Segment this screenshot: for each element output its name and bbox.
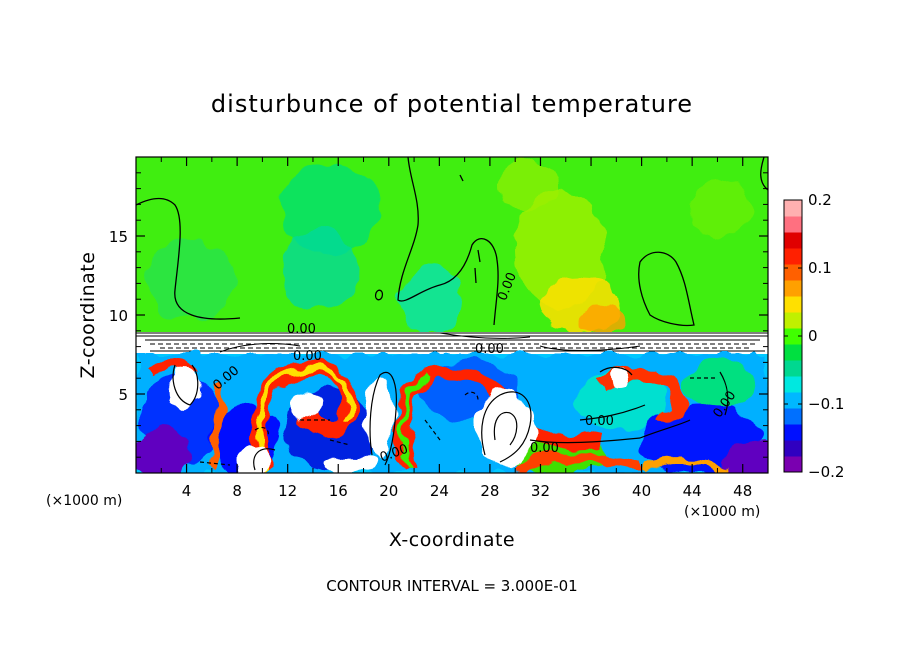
contour-label: 0.00 xyxy=(585,414,614,429)
x-unit-label-right: (×1000 m) xyxy=(684,504,760,520)
colorbar-swatch xyxy=(784,216,802,233)
colorbar-tick-label: −0.1 xyxy=(808,395,844,413)
y-axis: 5 10 15 xyxy=(109,172,768,458)
x-tick-label: 12 xyxy=(278,482,297,500)
colorbar-swatch xyxy=(784,264,802,281)
colorbar: 0.2 0.1 0 −0.1 −0.2 xyxy=(783,191,844,481)
y-tick-label: 10 xyxy=(109,307,128,325)
colorbar-swatch xyxy=(784,376,802,393)
lower-field-structure xyxy=(136,354,768,473)
colorbar-tick-label: 0.1 xyxy=(808,259,832,277)
colorbar-swatch xyxy=(784,232,802,249)
contour-label: 0.00 xyxy=(530,441,559,456)
chart-title: disturbunce of potential temperature xyxy=(211,90,693,118)
x-tick-label: 44 xyxy=(683,482,702,500)
contour-label: 0.00 xyxy=(293,349,322,364)
x-tick-label: 24 xyxy=(430,482,449,500)
inversion-contours xyxy=(136,332,768,353)
colorbar-swatch xyxy=(784,280,802,297)
lower-contours xyxy=(172,364,729,471)
colorbar-swatch xyxy=(784,392,802,409)
colorbar-swatch xyxy=(784,456,802,473)
x-tick-label: 4 xyxy=(182,482,192,500)
colorbar-swatch xyxy=(784,360,802,377)
colorbar-swatch xyxy=(784,200,802,217)
upper-field-structure xyxy=(145,160,750,335)
contour-interval-note: CONTOUR INTERVAL = 3.000E-01 xyxy=(326,577,577,595)
colorbar-swatch xyxy=(784,328,802,345)
upper-contours xyxy=(136,157,768,327)
x-tick-label: 8 xyxy=(232,482,242,500)
colorbar-swatch xyxy=(784,344,802,361)
colorbar-tick-label: −0.2 xyxy=(808,463,844,481)
colorbar-swatch xyxy=(784,440,802,457)
y-tick-label: 5 xyxy=(118,386,128,404)
x-axis: 4 8 12 16 20 24 28 32 36 40 44 48 xyxy=(160,157,752,500)
x-tick-label: 36 xyxy=(581,482,600,500)
colorbar-swatch xyxy=(784,408,802,425)
plot-area: 0.00 0.00 0.00 0.00 0.00 0.00 0.00 0.00 … xyxy=(136,157,768,473)
x-tick-label: 20 xyxy=(379,482,398,500)
x-tick-label: 16 xyxy=(329,482,348,500)
x-axis-label: X-coordinate xyxy=(389,529,515,551)
contour-label: 0.00 xyxy=(475,342,504,357)
x-tick-label: 28 xyxy=(480,482,499,500)
x-unit-label-left: (×1000 m) xyxy=(46,493,122,509)
y-tick-label: 15 xyxy=(109,228,128,246)
colorbar-swatch xyxy=(784,312,802,329)
y-axis-label: Z-coordinate xyxy=(77,252,99,379)
colorbar-swatch xyxy=(784,296,802,313)
colorbar-swatch xyxy=(784,248,802,265)
x-tick-label: 40 xyxy=(632,482,651,500)
colorbar-tick-label: 0.2 xyxy=(808,191,832,209)
colorbar-swatch xyxy=(784,424,802,441)
x-tick-label: 48 xyxy=(733,482,752,500)
contour-label: 0.00 xyxy=(287,322,316,337)
x-tick-label: 32 xyxy=(531,482,550,500)
colorbar-tick-label: 0 xyxy=(808,327,818,345)
